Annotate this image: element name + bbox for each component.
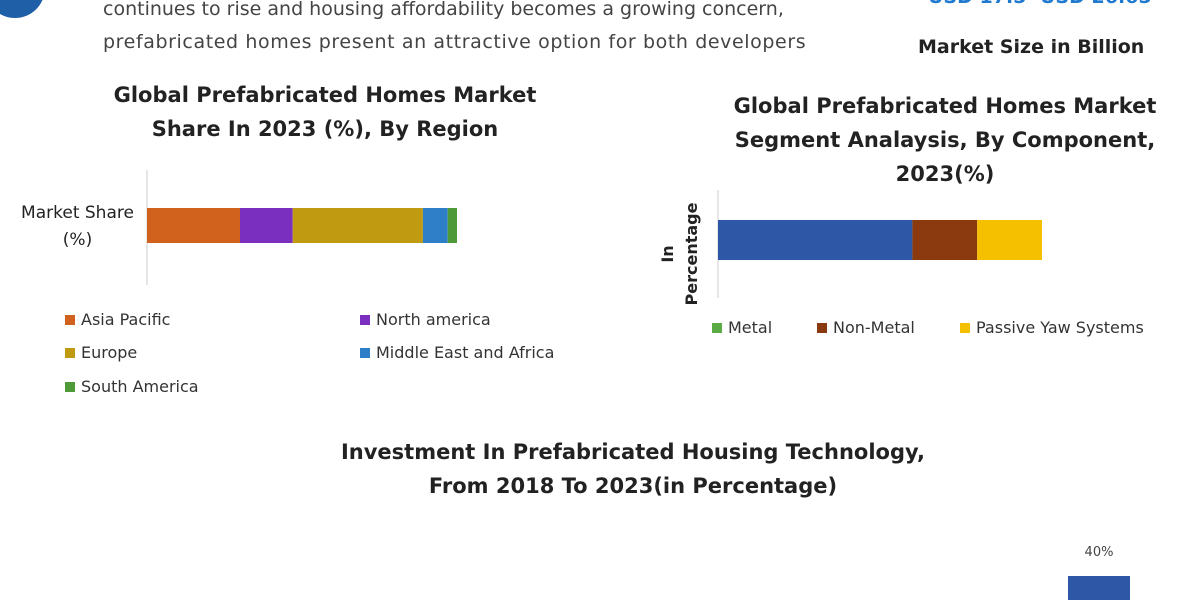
legend-label: Metal — [728, 318, 773, 337]
legend-swatch — [960, 323, 970, 333]
legend-label: Middle East and Africa — [376, 343, 555, 362]
bar-segment — [422, 208, 448, 243]
bar-segment — [292, 208, 423, 243]
bar-segment — [912, 220, 978, 260]
legend-label: Europe — [81, 343, 138, 362]
intro-text: continues to rise and housing affordabil… — [103, 0, 784, 20]
bar-segment — [240, 208, 293, 243]
legend-label: Passive Yaw Systems — [976, 318, 1144, 337]
chart-title: Global Prefabricated Homes Market Segmen… — [733, 94, 1157, 186]
legend-label: South America — [81, 377, 199, 396]
bar-segment — [977, 220, 1042, 260]
legend-item: South America — [65, 377, 199, 396]
market-label: Market Size in Billion — [918, 36, 1145, 58]
legend-label: North america — [376, 310, 491, 329]
market-value: USD 17.5 — [928, 0, 1026, 8]
logo — [0, 0, 43, 18]
legend-item: Asia Pacific — [65, 310, 170, 329]
value-label: 40% — [1085, 545, 1114, 560]
legend-item: North america — [360, 310, 491, 329]
legend-item: Metal — [712, 318, 772, 337]
market-value: USD 26.65 — [1040, 0, 1152, 8]
chart-title: Global Prefabricated Homes Market Share … — [113, 83, 537, 141]
legend-swatch — [712, 323, 722, 333]
category-label: Market Share (%) — [21, 203, 134, 250]
legend-swatch — [65, 348, 75, 358]
legend-label: Asia Pacific — [81, 310, 171, 329]
chart-title: Investment In Prefabricated Housing Tech… — [340, 440, 926, 498]
legend-item: Passive Yaw Systems — [960, 318, 1144, 337]
legend-swatch — [360, 315, 370, 325]
bar-segment — [147, 208, 240, 243]
y-axis-label: In Percentage — [658, 202, 701, 306]
legend-swatch — [65, 382, 75, 392]
legend-swatch — [817, 323, 827, 333]
bar — [1068, 576, 1130, 600]
bar-segment — [718, 220, 913, 260]
bar-segment — [447, 208, 457, 243]
legend-swatch — [65, 315, 75, 325]
legend-item: Europe — [65, 343, 137, 362]
intro-text: prefabricated homes present an attractiv… — [103, 31, 807, 53]
legend-item: Non-Metal — [817, 318, 915, 337]
legend-swatch — [360, 348, 370, 358]
legend-label: Non-Metal — [833, 318, 915, 337]
legend-item: Middle East and Africa — [360, 343, 554, 362]
